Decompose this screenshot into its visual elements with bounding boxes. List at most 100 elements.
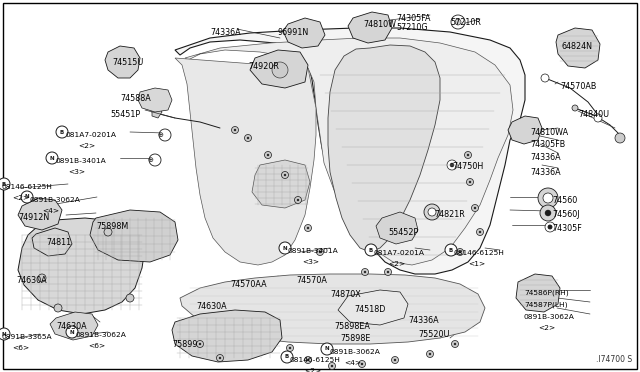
Polygon shape <box>18 198 62 230</box>
Text: 74570AB: 74570AB <box>560 82 596 91</box>
Polygon shape <box>283 18 325 48</box>
Circle shape <box>0 178 10 190</box>
Circle shape <box>467 154 469 156</box>
Text: B: B <box>60 129 64 135</box>
Circle shape <box>199 343 201 345</box>
Text: ⊕: ⊕ <box>157 132 163 138</box>
Polygon shape <box>508 116 542 144</box>
Circle shape <box>365 244 377 256</box>
Circle shape <box>445 244 457 256</box>
Polygon shape <box>250 50 308 88</box>
Circle shape <box>450 163 454 167</box>
Circle shape <box>21 191 33 203</box>
Text: N: N <box>283 246 287 250</box>
Circle shape <box>150 95 160 105</box>
Circle shape <box>392 356 399 363</box>
Circle shape <box>424 204 440 220</box>
Circle shape <box>328 362 335 369</box>
Polygon shape <box>252 160 310 208</box>
Polygon shape <box>138 88 172 112</box>
Circle shape <box>394 359 396 361</box>
Circle shape <box>149 154 161 166</box>
Circle shape <box>362 269 369 276</box>
Text: 74305FB: 74305FB <box>530 140 565 149</box>
Circle shape <box>545 222 555 232</box>
Circle shape <box>126 294 134 302</box>
Text: 08146-6125H: 08146-6125H <box>290 357 341 363</box>
Text: 74810W: 74810W <box>363 20 396 29</box>
Text: 74750H: 74750H <box>452 162 483 171</box>
Text: 74588A: 74588A <box>120 94 151 103</box>
Circle shape <box>216 355 223 362</box>
Circle shape <box>247 137 249 139</box>
Text: 081A7-0201A: 081A7-0201A <box>374 250 425 256</box>
Circle shape <box>66 326 78 338</box>
Circle shape <box>321 343 333 355</box>
Circle shape <box>287 344 294 352</box>
Circle shape <box>454 343 456 345</box>
Text: 74560J: 74560J <box>552 210 579 219</box>
Text: 74870X: 74870X <box>330 290 361 299</box>
Circle shape <box>319 251 321 253</box>
Circle shape <box>455 19 461 25</box>
Circle shape <box>234 129 236 131</box>
Circle shape <box>456 248 463 256</box>
Text: 74587P(LH): 74587P(LH) <box>524 302 568 308</box>
Circle shape <box>543 193 553 203</box>
Text: 57210G: 57210G <box>396 23 428 32</box>
Text: 55451P: 55451P <box>110 110 140 119</box>
Text: 96991N: 96991N <box>278 28 309 37</box>
Text: B: B <box>285 355 289 359</box>
Text: 74586P(RH): 74586P(RH) <box>524 290 569 296</box>
Circle shape <box>289 347 291 349</box>
Circle shape <box>472 205 479 212</box>
Circle shape <box>46 152 58 164</box>
Text: 0891B-3062A: 0891B-3062A <box>330 349 381 355</box>
Circle shape <box>364 271 366 273</box>
Text: 74560: 74560 <box>552 196 577 205</box>
Circle shape <box>428 208 436 216</box>
Text: 74305F: 74305F <box>552 224 582 233</box>
Circle shape <box>572 105 578 111</box>
Text: N: N <box>50 155 54 160</box>
Polygon shape <box>185 38 513 265</box>
Circle shape <box>541 74 549 82</box>
Text: <2>: <2> <box>538 325 556 331</box>
Text: <2>: <2> <box>388 261 405 267</box>
Circle shape <box>297 199 299 201</box>
Text: 57210R: 57210R <box>450 18 481 27</box>
Circle shape <box>477 228 483 235</box>
Circle shape <box>459 251 461 253</box>
Circle shape <box>538 188 558 208</box>
Circle shape <box>305 356 312 363</box>
Text: 0891B-3062A: 0891B-3062A <box>75 332 126 338</box>
Text: N: N <box>70 330 74 334</box>
Text: <6>: <6> <box>12 345 29 351</box>
Text: 08146-6125H: 08146-6125H <box>2 184 53 190</box>
Text: B: B <box>449 247 453 253</box>
Text: 74570A: 74570A <box>296 276 327 285</box>
Circle shape <box>104 228 112 236</box>
Text: 74336A: 74336A <box>408 316 438 325</box>
Text: 75898M: 75898M <box>96 222 128 231</box>
Circle shape <box>232 126 239 134</box>
Text: N: N <box>324 346 330 352</box>
Circle shape <box>548 225 552 229</box>
Polygon shape <box>90 210 178 262</box>
Circle shape <box>219 357 221 359</box>
Circle shape <box>615 133 625 143</box>
Circle shape <box>429 353 431 355</box>
Polygon shape <box>180 274 485 344</box>
Circle shape <box>479 231 481 233</box>
Circle shape <box>244 135 252 141</box>
Text: 74336A: 74336A <box>210 28 241 37</box>
Circle shape <box>56 126 68 138</box>
Circle shape <box>294 196 301 203</box>
Circle shape <box>282 171 289 179</box>
Circle shape <box>196 340 204 347</box>
Polygon shape <box>376 212 418 244</box>
Text: 74336A: 74336A <box>530 153 561 162</box>
Polygon shape <box>172 310 282 362</box>
Polygon shape <box>18 218 145 314</box>
Circle shape <box>451 340 458 347</box>
